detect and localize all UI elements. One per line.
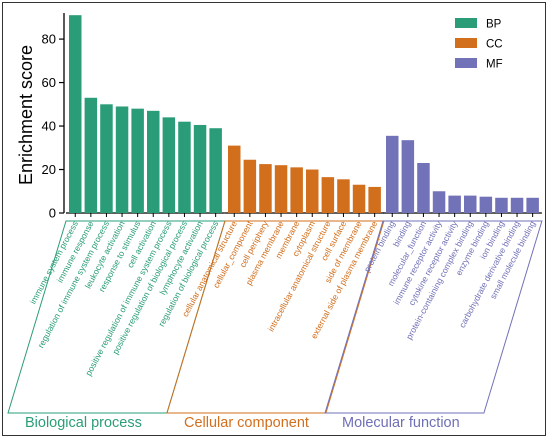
bar-cc — [259, 164, 272, 213]
bar-mf — [526, 197, 539, 213]
bar-cc — [290, 167, 303, 213]
bar-bp — [178, 121, 191, 213]
bar-cc — [337, 179, 350, 213]
bar-mf — [432, 191, 446, 213]
bar-mf — [464, 195, 477, 213]
y-tick-label: 60 — [42, 75, 56, 90]
bar-cc — [243, 159, 257, 213]
bar-bp — [115, 106, 129, 213]
legend-swatch-cc — [455, 38, 477, 48]
bar-mf — [448, 195, 461, 213]
bar-bp — [209, 128, 222, 213]
y-tick-label: 80 — [42, 32, 56, 47]
bar-bp — [69, 15, 82, 213]
bar-bp — [84, 97, 98, 213]
bar-cc — [352, 184, 366, 213]
bar-cc — [306, 169, 319, 213]
y-axis-label: Enrichment score — [16, 45, 36, 185]
bar-cc — [368, 186, 381, 213]
y-tick-label: 20 — [42, 162, 56, 177]
group-label-cc: Cellular component — [184, 415, 309, 431]
bar-mf — [510, 197, 524, 213]
y-tick-label: 0 — [49, 206, 56, 221]
legend-swatch-mf — [455, 58, 477, 68]
bar-mf — [479, 196, 493, 213]
y-tick-label: 40 — [42, 119, 56, 134]
legend-swatch-bp — [455, 18, 477, 28]
figure-frame — [2, 2, 546, 436]
bar-cc — [321, 177, 335, 213]
bar-mf — [401, 140, 415, 213]
legend-label-bp: BP — [486, 19, 502, 31]
legend-label-cc: CC — [486, 39, 503, 51]
bar-bp — [131, 108, 144, 213]
group-label-mf: Molecular function — [342, 415, 460, 431]
bar-cc — [228, 145, 241, 213]
bar-bp — [193, 124, 207, 213]
bar-mf — [495, 197, 508, 213]
bar-mf — [417, 163, 430, 213]
group-label-bp: Biological process — [25, 415, 142, 431]
bar-bp — [162, 117, 176, 213]
bar-bp — [100, 104, 113, 213]
bar-cc — [274, 165, 288, 213]
legend-label-mf: MF — [486, 59, 503, 71]
bar-mf — [386, 135, 399, 213]
group-bracket-mf — [324, 220, 543, 414]
bar-bp — [147, 110, 160, 213]
